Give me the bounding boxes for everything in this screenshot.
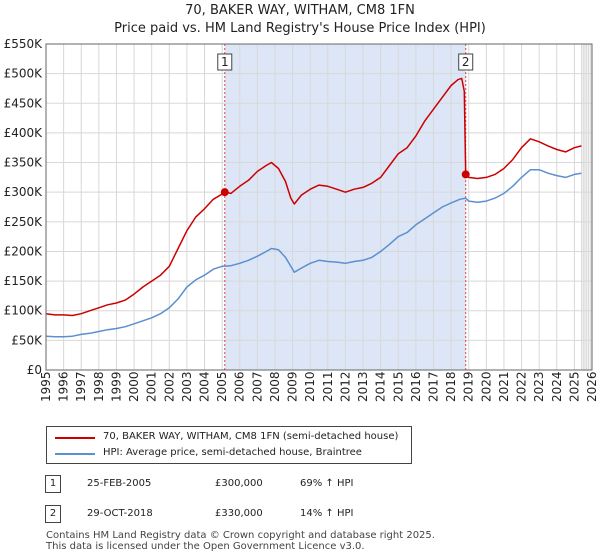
x-tick-label: 2001: [145, 371, 159, 402]
sale-date: 25-FEB-2005: [87, 478, 152, 489]
sale-row-2: 2 29-OCT-2018 £330,000 14% ↑ HPI: [45, 505, 465, 525]
series-line-property: [45, 77, 582, 317]
price-chart: 1 2 £0 £50K £100K £150K £200K £250K £300K £350K £…: [4, 37, 599, 402]
sale-point: [461, 170, 470, 179]
y-tick-label: £200K: [4, 244, 44, 258]
title-line-1: 70, BAKER WAY, WITHAM, CM8 1FN: [185, 3, 415, 18]
x-tick-label: 2006: [233, 371, 247, 402]
x-tick-label: 2007: [250, 371, 264, 402]
y-tick-label: £250K: [4, 215, 44, 229]
x-tick-label: 2010: [303, 371, 317, 402]
x-tick-label: 2017: [426, 371, 440, 402]
x-tick-label: 2004: [198, 371, 212, 402]
sale-date: 29-OCT-2018: [87, 508, 153, 519]
x-tick-label: 1995: [39, 371, 53, 402]
footer-line-2: This data is licensed under the Open Gov…: [46, 541, 365, 552]
chart-legend: 70, BAKER WAY, WITHAM, CM8 1FN (semi-det…: [46, 426, 412, 464]
sale-row-1: 1 25-FEB-2005 £300,000 69% ↑ HPI: [45, 475, 465, 495]
y-tick-label: £500K: [4, 67, 44, 81]
x-tick-label: 2023: [532, 371, 546, 402]
x-tick-label: 2020: [479, 371, 493, 402]
sale-price: £330,000: [215, 508, 263, 519]
x-tick-label: 2016: [409, 371, 423, 402]
x-tick-label: 2021: [497, 371, 511, 402]
x-tick-label: 2018: [444, 371, 458, 402]
x-tick-label: 2026: [585, 371, 599, 402]
x-tick-label: 2008: [268, 371, 282, 402]
x-tick-label: 1998: [92, 371, 106, 402]
x-tick-label: 2022: [515, 371, 529, 402]
legend-item-property: 70, BAKER WAY, WITHAM, CM8 1FN (semi-det…: [47, 429, 411, 445]
plot-frame: [45, 43, 593, 371]
x-tick-label: 2011: [321, 371, 335, 402]
x-tick-label: 2005: [215, 371, 229, 402]
sale-point: [220, 188, 229, 197]
sale-number-badge: 2: [45, 505, 61, 523]
attribution-footer: Contains HM Land Registry data © Crown c…: [46, 530, 435, 552]
x-tick-label: 2025: [567, 371, 581, 402]
y-tick-label: £0: [27, 363, 42, 377]
footer-line-1: Contains HM Land Registry data © Crown c…: [46, 530, 435, 541]
y-tick-label: £150K: [4, 274, 44, 288]
x-tick-label: 2002: [162, 371, 176, 402]
x-tick-label: 2009: [286, 371, 300, 402]
x-tick-label: 1997: [74, 371, 88, 402]
sale-hpi-change: 69% ↑ HPI: [300, 478, 354, 489]
sale-label-box: [458, 53, 474, 71]
sale-price: £300,000: [215, 478, 263, 489]
chart-title: 70, BAKER WAY, WITHAM, CM8 1FN Price pai…: [0, 2, 600, 38]
sale-hpi-change: 14% ↑ HPI: [300, 508, 354, 519]
x-tick-label: 1996: [57, 371, 71, 402]
title-line-2: Price paid vs. HM Land Registry's House …: [114, 21, 486, 36]
series-line-hpi: [45, 168, 582, 338]
sale-label-text: 1: [221, 55, 229, 69]
x-tick-label: 2003: [180, 371, 194, 402]
legend-item-hpi: HPI: Average price, semi-detached house,…: [47, 445, 411, 461]
y-tick-label: £50K: [11, 333, 43, 347]
y-tick-label: £400K: [4, 126, 44, 140]
legend-label-property: 70, BAKER WAY, WITHAM, CM8 1FN (semi-det…: [103, 431, 399, 442]
y-tick-label: £350K: [4, 156, 44, 170]
y-tick-label: £450K: [4, 96, 44, 110]
x-tick-label: 2015: [391, 371, 405, 402]
x-tick-label: 2000: [127, 371, 141, 402]
x-tick-label: 2014: [374, 371, 388, 402]
x-tick-label: 1999: [109, 371, 123, 402]
sale-label-box: [217, 53, 233, 71]
legend-label-hpi: HPI: Average price, semi-detached house,…: [103, 447, 362, 458]
sale-number-badge: 1: [45, 475, 61, 493]
y-tick-label: £100K: [4, 304, 44, 318]
y-tick-label: £550K: [4, 37, 44, 51]
y-tick-label: £300K: [4, 185, 44, 199]
x-tick-label: 2013: [356, 371, 370, 402]
x-tick-label: 2024: [550, 371, 564, 402]
sale-label-text: 2: [462, 55, 470, 69]
x-tick-label: 2019: [462, 371, 476, 402]
x-tick-label: 2012: [338, 371, 352, 402]
legend-swatch-property: [55, 437, 95, 439]
legend-swatch-hpi: [55, 453, 95, 455]
